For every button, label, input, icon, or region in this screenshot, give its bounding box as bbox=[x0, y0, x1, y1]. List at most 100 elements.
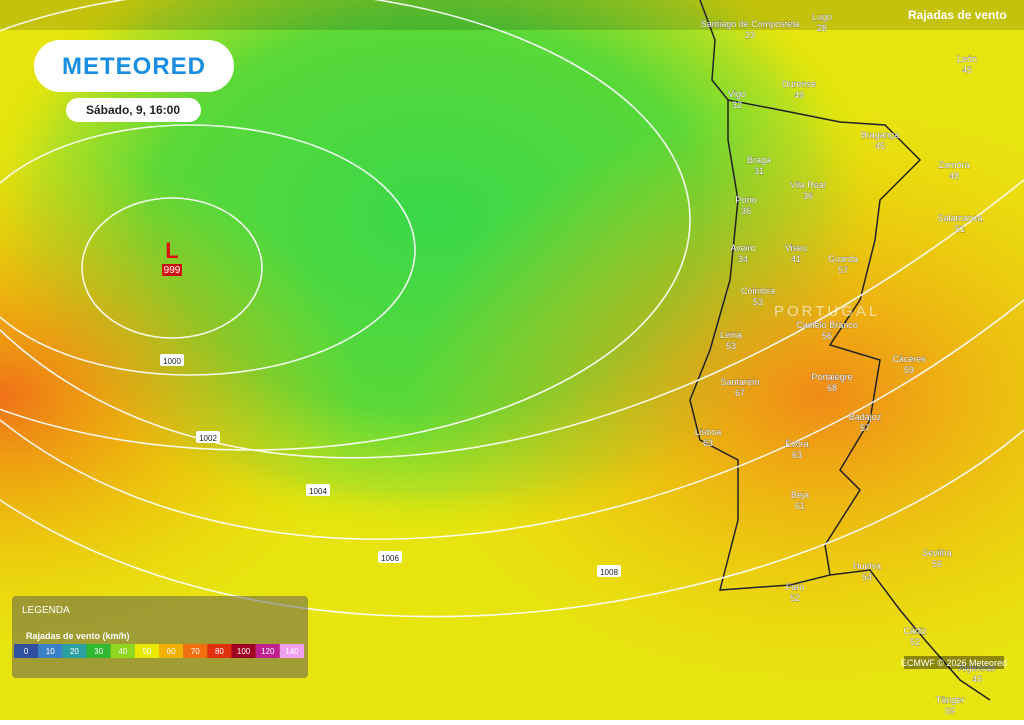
city-name: Aveiro bbox=[730, 243, 755, 253]
city-gust: 45 bbox=[962, 65, 972, 75]
legend-tick: 30 bbox=[94, 647, 103, 656]
city-name: Vigo bbox=[728, 89, 746, 99]
legend-tick: 140 bbox=[285, 647, 299, 656]
portugal-border bbox=[689, 99, 922, 591]
legend-tick: 0 bbox=[24, 647, 29, 656]
city-name: Zamora bbox=[938, 160, 969, 170]
isobar-label: 1008 bbox=[600, 568, 618, 577]
legend-swatch bbox=[86, 644, 111, 658]
legend-swatch bbox=[14, 644, 39, 658]
city-gust: 31 bbox=[754, 166, 764, 176]
city-gust: 48 bbox=[949, 171, 959, 181]
legend-tick: 40 bbox=[118, 647, 127, 656]
city-name: Ourense bbox=[782, 79, 817, 89]
isobars bbox=[0, 0, 1024, 618]
logo: METEORED bbox=[62, 53, 206, 80]
city-gust: 53 bbox=[753, 297, 763, 307]
isobar-label-bg bbox=[196, 431, 220, 443]
low-symbol: L bbox=[165, 238, 178, 263]
legend-tick: 60 bbox=[167, 647, 176, 656]
city-name: Santiago de Compostela bbox=[701, 19, 800, 29]
city-gust: 28 bbox=[817, 23, 827, 33]
legend-tick: 100 bbox=[237, 647, 251, 656]
city-name: Évora bbox=[785, 439, 809, 449]
city-gust: 63 bbox=[792, 450, 802, 460]
isobar-label-bg bbox=[160, 354, 184, 366]
legend-swatch bbox=[255, 644, 280, 658]
logo-pill bbox=[34, 40, 234, 92]
city-name: Beja bbox=[791, 490, 809, 500]
city-name: Lisboa bbox=[695, 427, 722, 437]
city-name: Huelva bbox=[853, 561, 881, 571]
city-name: Tânger bbox=[936, 695, 965, 705]
date: Sábado, 9, 16:00 bbox=[86, 103, 180, 117]
city-gust: 53 bbox=[726, 341, 736, 351]
legend-tick: 120 bbox=[261, 647, 275, 656]
credit: ECMWF © 2026 Meteored bbox=[901, 658, 1007, 668]
city-gust: 57 bbox=[838, 265, 848, 275]
top-bar bbox=[0, 0, 1024, 30]
city-gust: 34 bbox=[738, 254, 748, 264]
city-gust: 59 bbox=[945, 706, 955, 716]
city-name: Porto bbox=[735, 195, 757, 205]
city-gust: 57 bbox=[860, 423, 870, 433]
city-gust: 41 bbox=[791, 254, 801, 264]
city-gust: 45 bbox=[875, 141, 885, 151]
city-name: Cáceres bbox=[892, 354, 926, 364]
city-name: Bragança bbox=[861, 130, 900, 140]
low-pressure: 999 bbox=[164, 265, 181, 276]
city-gust: 67 bbox=[735, 388, 745, 398]
legend-swatch bbox=[62, 644, 87, 658]
city-gust: 45 bbox=[972, 674, 982, 684]
legend-swatch bbox=[279, 644, 304, 658]
coastline bbox=[699, 0, 991, 701]
isobar-label: 1004 bbox=[309, 487, 327, 496]
isobar-label: 1006 bbox=[381, 554, 399, 563]
city-name: Portalegre bbox=[811, 372, 853, 382]
legend-swatch bbox=[134, 644, 159, 658]
city-name: Castelo Branco bbox=[796, 320, 858, 330]
city-name: Coimbra bbox=[741, 286, 775, 296]
city-gust: 56 bbox=[822, 331, 832, 341]
isobar-label-bg bbox=[597, 565, 621, 577]
legend-swatch bbox=[207, 644, 232, 658]
city-gust: 52 bbox=[910, 637, 920, 647]
city-name: Sevilha bbox=[922, 548, 952, 558]
city-name: Leiria bbox=[720, 330, 742, 340]
city-name: Faro bbox=[786, 582, 805, 592]
credit-bg bbox=[904, 656, 1004, 669]
city-gust: 63 bbox=[703, 438, 713, 448]
city-name: Guarda bbox=[828, 254, 858, 264]
city-gust: 59 bbox=[904, 365, 914, 375]
legend-swatch bbox=[38, 644, 63, 658]
country-label: PORTUGAL bbox=[774, 303, 880, 320]
city-gust: 61 bbox=[795, 501, 805, 511]
city-gust: 68 bbox=[827, 383, 837, 393]
layer-name: Rajadas de vento bbox=[908, 8, 1007, 22]
isobar-label: 1000 bbox=[163, 357, 181, 366]
isobar-label-bg bbox=[306, 484, 330, 496]
city-name: Cádiz bbox=[903, 626, 927, 636]
city-name: Lugo bbox=[812, 12, 832, 22]
isobar-label: 1002 bbox=[199, 434, 217, 443]
city-name: Viseu bbox=[785, 243, 807, 253]
city-name: Santarém bbox=[720, 377, 759, 387]
isobar-label-bg bbox=[378, 551, 402, 563]
city-name: Braga bbox=[747, 155, 771, 165]
city-gust: 49 bbox=[794, 90, 804, 100]
city-name: Badajoz bbox=[849, 412, 882, 422]
legend-tick: 20 bbox=[70, 647, 79, 656]
city-name: León bbox=[957, 54, 977, 64]
city-gust: 36 bbox=[803, 191, 813, 201]
legend-tick: 10 bbox=[46, 647, 55, 656]
legend-swatch bbox=[110, 644, 135, 658]
city-name: Salamanca bbox=[937, 213, 982, 223]
city-gust: 52 bbox=[790, 593, 800, 603]
city-name: Algeciras bbox=[958, 663, 996, 673]
date-pill bbox=[66, 98, 201, 122]
city-gust: 32 bbox=[732, 100, 742, 110]
legend-swatch bbox=[183, 644, 208, 658]
legend-title: LEGENDA bbox=[22, 605, 70, 616]
legend-tick: 50 bbox=[142, 647, 151, 656]
